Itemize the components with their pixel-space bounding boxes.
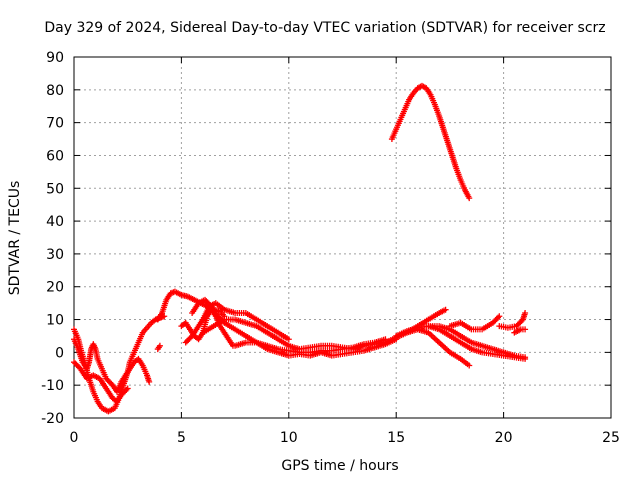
series-early-c [71, 359, 131, 405]
series-late-f [496, 309, 529, 331]
y-tick-label: -20 [41, 411, 64, 427]
data-point [442, 306, 449, 313]
series-late-e [425, 323, 529, 361]
chart-title: Day 329 of 2024, Sidereal Day-to-day VTE… [44, 20, 605, 36]
series-late-g [511, 326, 529, 336]
x-tick-label: 5 [177, 430, 186, 446]
y-tick-label: 70 [46, 116, 64, 132]
data-point [124, 385, 131, 392]
data-point [285, 336, 292, 343]
data-point [522, 309, 529, 316]
series-peak-arc [388, 82, 473, 202]
y-tick-label: 40 [46, 214, 64, 230]
series-mid-b [182, 300, 292, 346]
data-marks [71, 82, 529, 415]
data-point [496, 313, 503, 320]
y-tick-label: 10 [46, 313, 64, 329]
data-point [522, 326, 529, 333]
data-point [466, 362, 473, 369]
y-tick-label: 20 [46, 280, 64, 296]
series-early-e [154, 342, 163, 353]
y-axis-label: SDTVAR / TECUs [7, 181, 23, 296]
data-point [156, 342, 163, 349]
y-tick-label: 50 [46, 181, 64, 197]
grid [74, 57, 611, 418]
data-point [123, 386, 130, 393]
y-tick-label: 60 [46, 148, 64, 164]
x-tick-label: 25 [602, 430, 620, 446]
data-point [495, 314, 502, 321]
y-tick-label: 80 [46, 83, 64, 99]
x-tick-label: 20 [495, 430, 513, 446]
data-point [146, 378, 153, 385]
y-tick-label: -10 [41, 378, 64, 394]
series-early-b [71, 336, 153, 395]
y-tick-label: 30 [46, 247, 64, 263]
x-tick-label: 10 [280, 430, 298, 446]
x-tick-label: 0 [70, 430, 79, 446]
series-mid-d [199, 316, 389, 353]
data-point [466, 195, 473, 202]
x-axis-label: GPS time / hours [281, 458, 398, 474]
plot-frame [73, 56, 612, 419]
y-tick-label: 0 [55, 345, 64, 361]
y-tick-label: 90 [46, 50, 64, 66]
y-ticks: -20 -10 0 10 20 30 40 50 60 70 80 90 [41, 50, 611, 427]
x-ticks: 0 5 10 15 20 25 [70, 57, 620, 446]
x-tick-label: 15 [387, 430, 405, 446]
series-late-d [446, 313, 503, 333]
data-point [522, 354, 529, 361]
series-late-c [403, 326, 473, 369]
